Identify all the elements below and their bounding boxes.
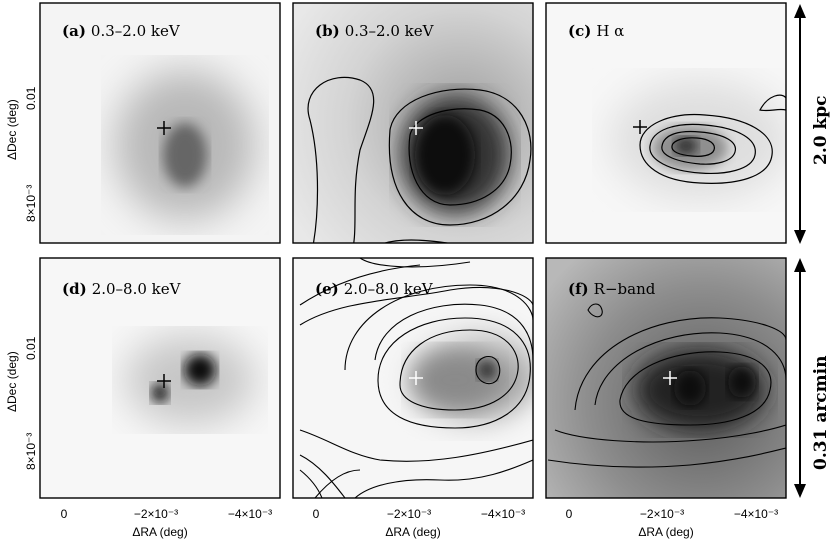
scale-label-kpc: 2.0 kpc bbox=[811, 95, 830, 165]
panel-f-frame bbox=[545, 257, 787, 499]
arrow-down-icon bbox=[794, 230, 806, 244]
panel-c: (c) H α bbox=[545, 2, 787, 244]
scale-bar-bottom: 0.31 arcmin bbox=[794, 258, 830, 498]
marker-cross bbox=[157, 121, 171, 135]
panel-d: (d) 2.0–8.0 keV bbox=[39, 257, 281, 499]
y-tick-bottom-row-upper: 0.01 bbox=[24, 336, 38, 360]
svg-text:(e)2.0–8.0 keV: (e) 2.0–8.0 keV bbox=[315, 280, 434, 298]
scale-bar-top: 2.0 kpc bbox=[794, 4, 830, 244]
x-axis-panel-e: 0 −2×10⁻³ −4×10⁻³ ΔRA (deg) bbox=[313, 507, 526, 539]
x-tick: 0 bbox=[566, 507, 573, 521]
panel-label: 2.0–8.0 keV bbox=[344, 280, 434, 298]
panel-c-frame bbox=[545, 2, 787, 244]
y-tick-top-row-lower: 8×10⁻³ bbox=[24, 185, 38, 222]
marker-cross bbox=[633, 120, 647, 134]
arrow-up-icon bbox=[794, 258, 806, 272]
svg-text:(d)2.0–8.0 keV: (d) 2.0–8.0 keV bbox=[62, 280, 182, 298]
panel-a-image bbox=[40, 3, 280, 243]
y-tick-top-row-upper: 0.01 bbox=[24, 86, 38, 110]
panel-e: (e) 2.0–8.0 keV bbox=[292, 257, 534, 499]
panel-b-frame bbox=[292, 2, 534, 244]
panel-label: R−band bbox=[594, 280, 656, 298]
svg-text:(a)0.3–2.0 keV: (a) 0.3–2.0 keV bbox=[62, 22, 181, 40]
x-tick: 0 bbox=[61, 507, 68, 521]
x-tick: −2×10⁻³ bbox=[387, 507, 431, 521]
svg-text:(b)0.3–2.0 keV: (b) 0.3–2.0 keV bbox=[315, 22, 435, 40]
panel-c-image bbox=[546, 3, 786, 243]
panel-d-image bbox=[40, 258, 280, 498]
panel-tag: (b) bbox=[315, 22, 340, 40]
panel-label: 0.3–2.0 keV bbox=[345, 22, 435, 40]
panel-a-frame bbox=[39, 2, 281, 244]
marker-cross bbox=[409, 371, 423, 385]
arrow-up-icon bbox=[794, 4, 806, 18]
panel-a: (a) 0.3–2.0 keV bbox=[39, 2, 281, 244]
x-axis-panel-f: 0 −2×10⁻³ −4×10⁻³ ΔRA (deg) bbox=[566, 507, 779, 539]
y-axis-label-top: ΔDec (deg) bbox=[5, 99, 19, 160]
y-tick-bottom-row-lower: 8×10⁻³ bbox=[24, 433, 38, 470]
x-axis-panel-d: 0 −2×10⁻³ −4×10⁻³ ΔRA (deg) bbox=[61, 507, 273, 539]
x-tick: −2×10⁻³ bbox=[134, 507, 178, 521]
x-axis-label: ΔRA (deg) bbox=[638, 525, 693, 539]
y-axis-label-bottom: ΔDec (deg) bbox=[5, 351, 19, 412]
panel-tag: (e) bbox=[315, 280, 339, 298]
panel-b-image bbox=[293, 3, 533, 243]
marker-cross bbox=[663, 371, 677, 385]
svg-text:(f)R−band: (f) R−band bbox=[568, 280, 656, 298]
marker-cross bbox=[157, 374, 171, 388]
x-axis-label: ΔRA (deg) bbox=[132, 525, 187, 539]
panel-tag: (a) bbox=[62, 22, 86, 40]
x-tick: −4×10⁻³ bbox=[481, 507, 525, 521]
panel-e-frame bbox=[292, 257, 534, 499]
x-tick: −2×10⁻³ bbox=[640, 507, 684, 521]
svg-text:(c)H α: (c) H α bbox=[568, 22, 624, 40]
x-axis-label: ΔRA (deg) bbox=[385, 525, 440, 539]
x-tick: −4×10⁻³ bbox=[734, 507, 778, 521]
arrow-down-icon bbox=[794, 484, 806, 498]
marker-cross bbox=[409, 121, 423, 135]
panel-label: H α bbox=[596, 22, 624, 40]
panel-d-frame bbox=[39, 257, 281, 499]
scale-label-arcmin: 0.31 arcmin bbox=[811, 356, 830, 470]
panel-b: (b) 0.3–2.0 keV bbox=[292, 2, 534, 244]
panel-label: 2.0–8.0 keV bbox=[92, 280, 182, 298]
x-tick: 0 bbox=[313, 507, 320, 521]
panel-tag: (d) bbox=[62, 280, 87, 298]
panel-label: 0.3–2.0 keV bbox=[91, 22, 181, 40]
panel-tag: (f) bbox=[568, 280, 589, 298]
panel-tag: (c) bbox=[568, 22, 591, 40]
x-tick: −4×10⁻³ bbox=[228, 507, 272, 521]
panel-f: (f) R−band bbox=[545, 257, 787, 499]
